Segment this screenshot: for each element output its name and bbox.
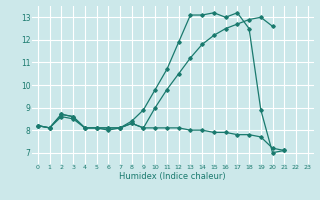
X-axis label: Humidex (Indice chaleur): Humidex (Indice chaleur) [119, 172, 226, 181]
